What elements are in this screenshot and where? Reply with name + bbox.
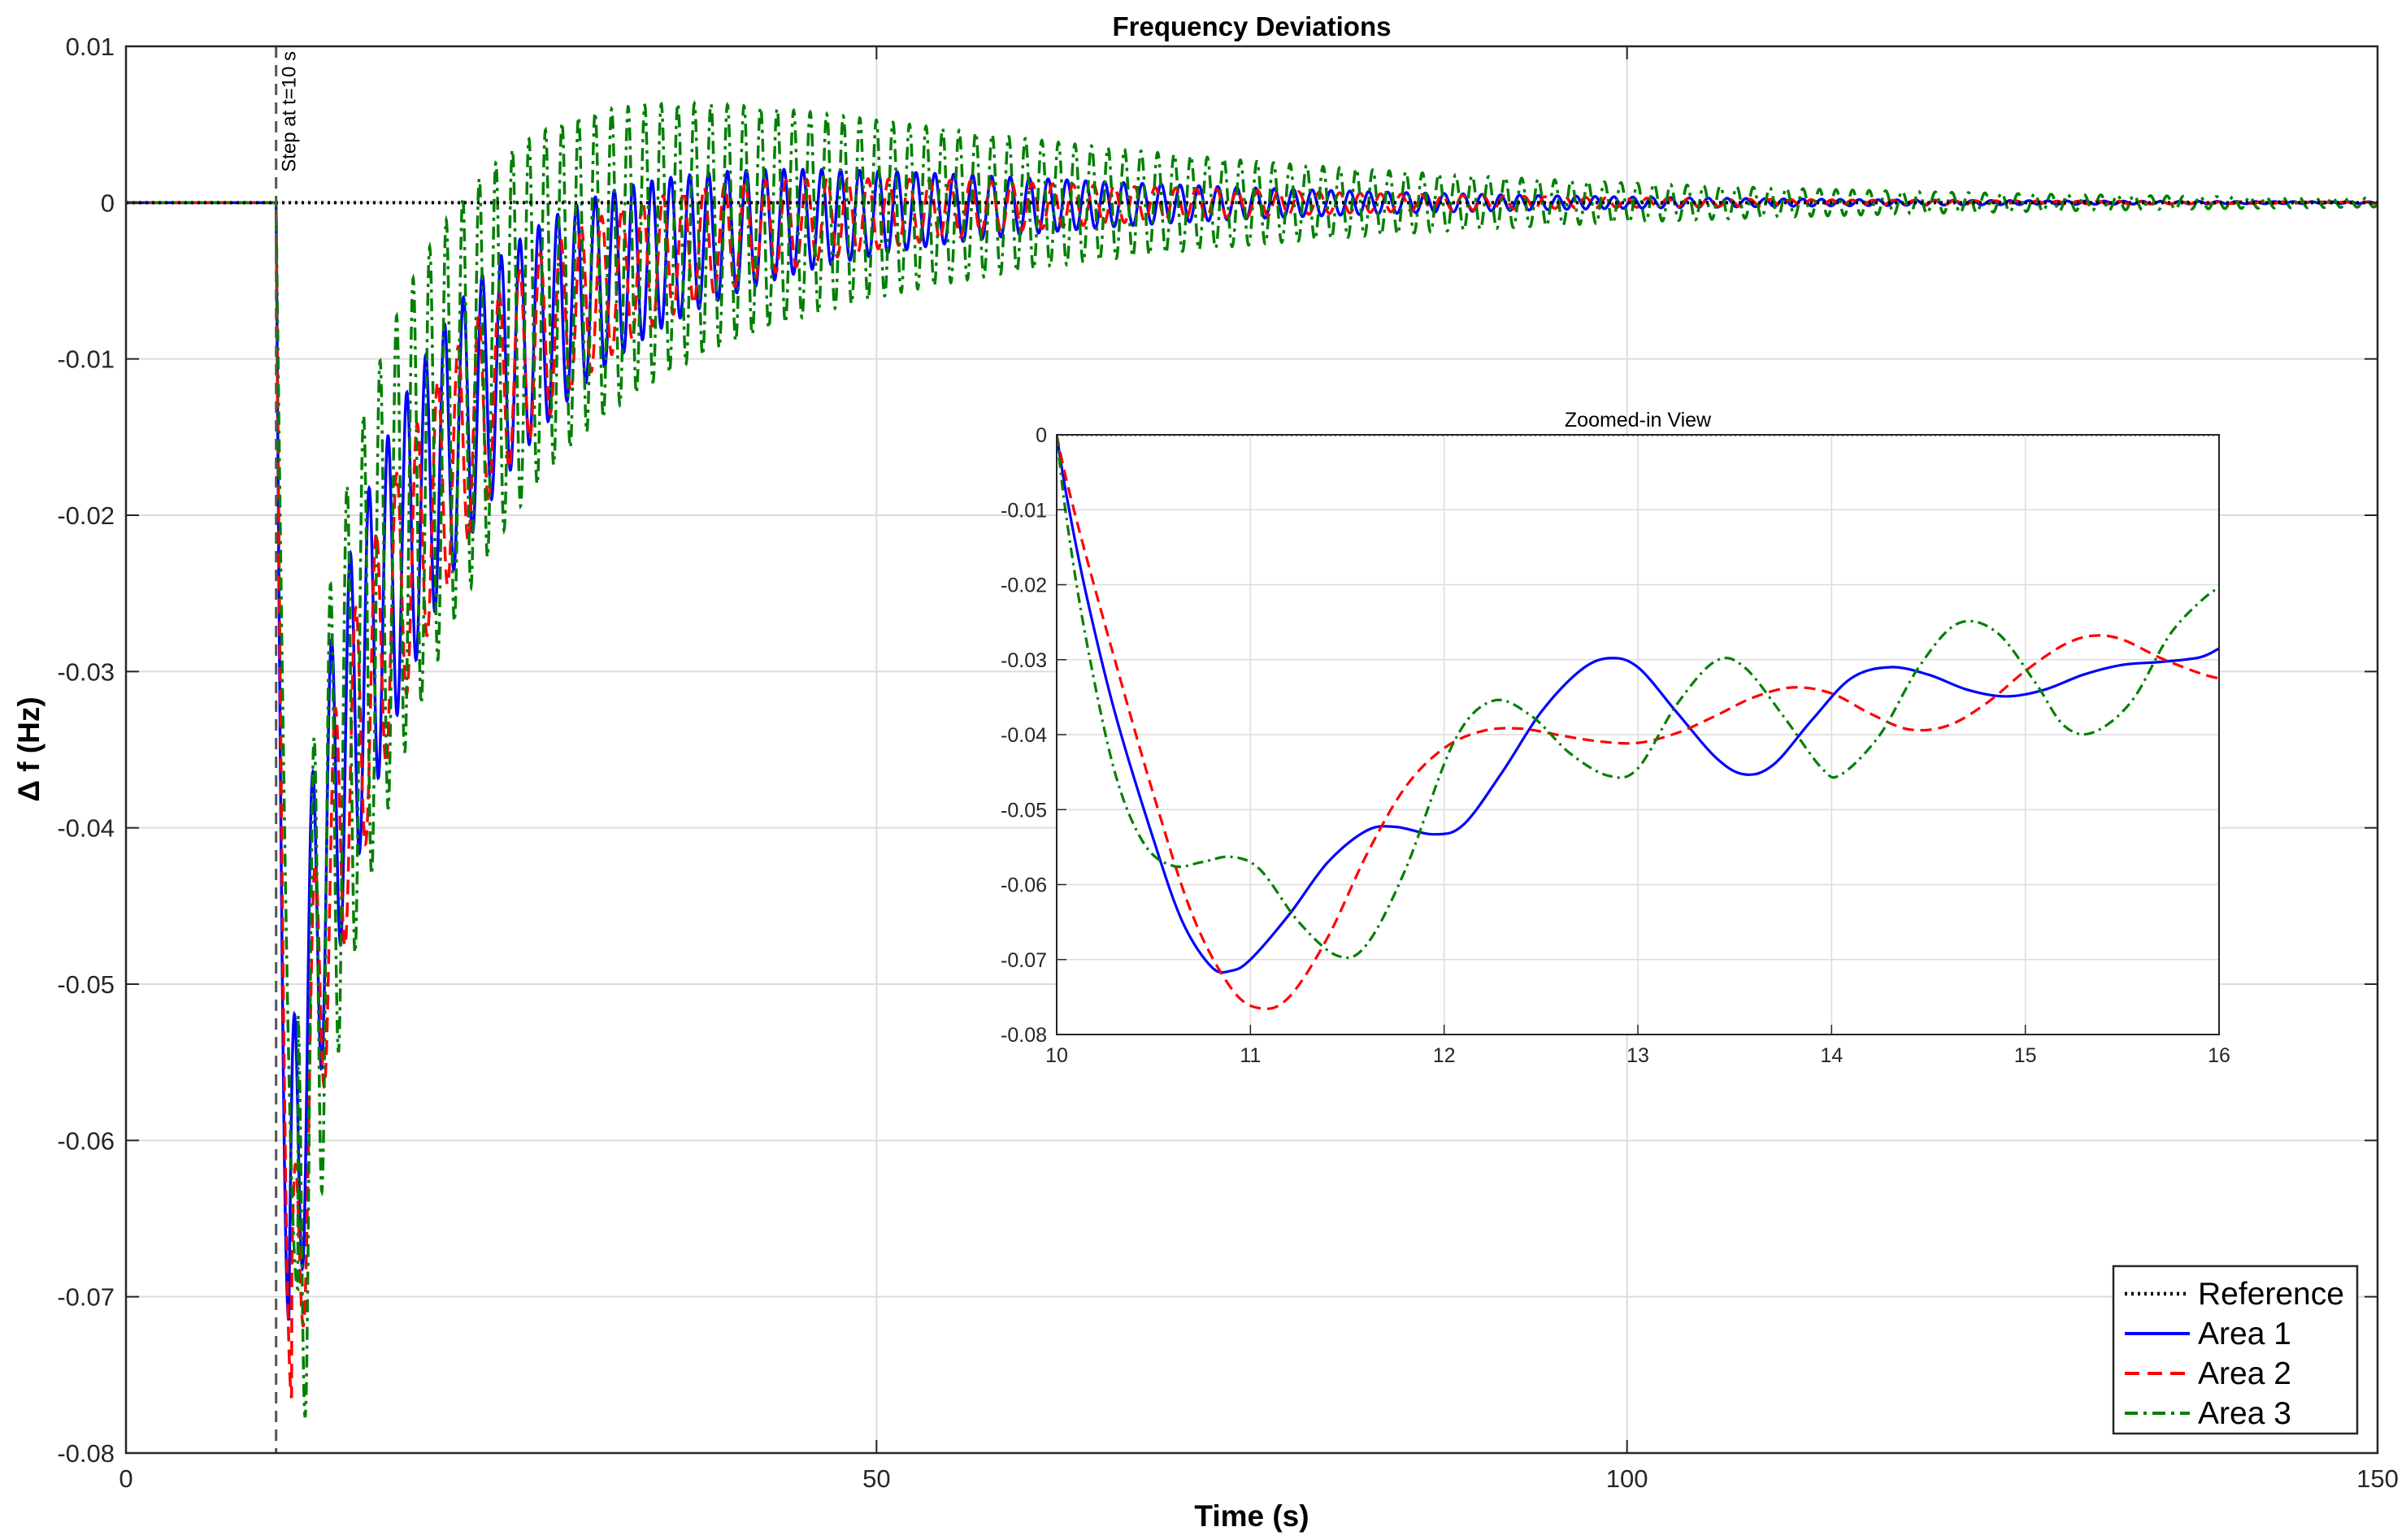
inset-x-tick-label: 10 (1045, 1044, 1068, 1067)
legend-label: Reference (2198, 1277, 2344, 1312)
x-tick-label: 100 (1606, 1464, 1648, 1493)
inset-y-tick-label: -0.08 (1001, 1024, 1047, 1047)
inset-ticks: 10 11 12 13 14 15 16 0 -0.01 -0.02 -0.03 -0.04 -0.05… (1001, 424, 2230, 1067)
inset-series-group (1057, 435, 2219, 1010)
inset-x-tick-label: 12 (1433, 1044, 1456, 1067)
y-tick-label: -0.01 (57, 345, 115, 374)
chart-title: Frequency Deviations (1113, 11, 1392, 41)
legend-label: Area 2 (2198, 1356, 2291, 1391)
legend-label: Area 1 (2198, 1317, 2291, 1351)
y-tick-label: -0.06 (57, 1126, 115, 1155)
main-plot-frame (124, 45, 2379, 1455)
main-ticks: 0 50 100 1500.010-0.01-0.02-0.03-0.04-0.05-… (57, 33, 2399, 1493)
legend-items: Reference Area 1 Area 2 Area 3 (2125, 1277, 2344, 1431)
inset-y-tick-label: 0 (1036, 424, 1047, 447)
inset-y-tick-label: -0.01 (1001, 499, 1047, 522)
y-tick-label: -0.04 (57, 814, 115, 843)
y-tick-label: 0 (101, 189, 115, 217)
x-axis-label: Time (s) (1194, 1499, 1309, 1533)
y-tick-label: -0.02 (57, 501, 115, 530)
inset-series-line-area-1 (1057, 435, 2219, 974)
y-tick-label: -0.05 (57, 970, 115, 999)
legend-label: Area 3 (2198, 1396, 2291, 1431)
y-axis-label: Δ f (Hz) (12, 696, 46, 801)
inset-x-tick-label: 13 (1626, 1044, 1649, 1067)
inset-y-tick-label: -0.05 (1001, 799, 1047, 822)
x-tick-label: 50 (862, 1464, 890, 1493)
inset-series-line-area-3 (1057, 435, 2219, 960)
main-series-line-area-2 (126, 177, 2378, 1399)
inset-x-tick-label: 11 (1240, 1044, 1261, 1067)
inset-plot: 10 11 12 13 14 15 16 0 -0.01 -0.02 -0.03 -0.04 -0.05… (1001, 409, 2230, 1067)
inset-y-tick-label: -0.04 (1001, 724, 1047, 747)
inset-x-tick-label: 16 (2208, 1044, 2230, 1067)
y-tick-label: 0.01 (66, 33, 115, 61)
step-annotation: Step at t=10 s (279, 51, 301, 172)
inset-x-tick-label: 14 (1820, 1044, 1843, 1067)
inset-x-tick-label: 15 (2014, 1044, 2037, 1067)
main-series-line-area-3 (126, 100, 2378, 1418)
legend: Reference Area 1 Area 2 Area 3 (2112, 1265, 2359, 1435)
inset-title: Zoomed-in View (1565, 409, 1712, 432)
x-tick-label: 150 (2356, 1464, 2399, 1493)
y-tick-label: -0.08 (57, 1439, 115, 1468)
main-series-group (126, 100, 2378, 1418)
inset-y-tick-label: -0.02 (1001, 575, 1047, 597)
y-tick-label: -0.03 (57, 657, 115, 686)
y-tick-label: -0.07 (57, 1283, 115, 1312)
inset-y-tick-label: -0.07 (1001, 949, 1047, 972)
inset-y-tick-label: -0.06 (1001, 874, 1047, 897)
inset-y-tick-label: -0.03 (1001, 649, 1047, 672)
x-tick-label: 0 (119, 1464, 132, 1493)
legend-box (2112, 1265, 2359, 1435)
